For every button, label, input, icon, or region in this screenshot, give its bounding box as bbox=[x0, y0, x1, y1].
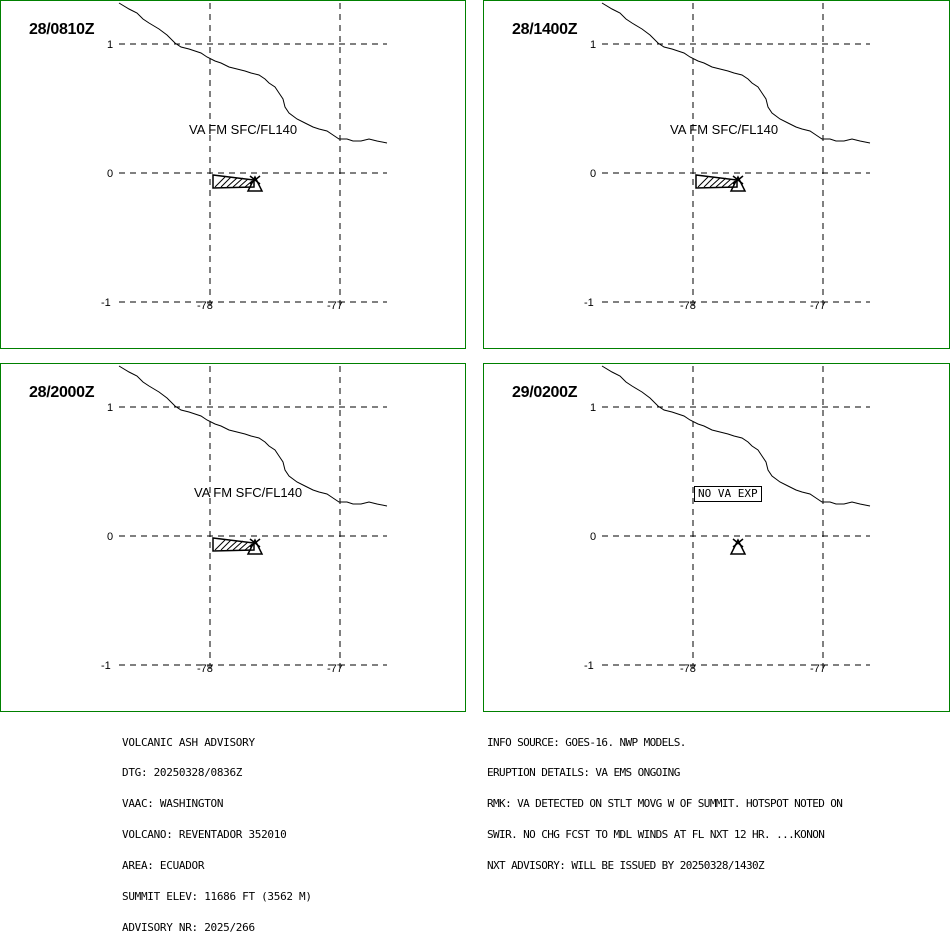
lat-lon-grid bbox=[602, 3, 870, 306]
lat-label-minus1: -1 bbox=[101, 297, 111, 309]
coastline bbox=[118, 365, 388, 507]
advisory-line: NXT ADVISORY: WILL BE ISSUED BY 20250328… bbox=[487, 859, 765, 873]
va-layer-label: VA FM SFC/FL140 bbox=[189, 122, 297, 137]
advisory-line: VOLCANIC ASH ADVISORY bbox=[122, 735, 255, 749]
coastline bbox=[118, 2, 388, 144]
advisory-line: DTG: 20250328/0836Z bbox=[122, 766, 243, 780]
lon-label-minus77: -77 bbox=[327, 300, 343, 312]
panel-time-label: 28/2000Z bbox=[29, 384, 95, 401]
advisory-line: RMK: VA DETECTED ON STLT MOVG W OF SUMMI… bbox=[487, 797, 843, 811]
map-canvas: 1 0 -1 -78 -77 VA FM SFC/FL140 bbox=[584, 2, 871, 312]
map-panel-2: 1 0 -1 -78 -77 VA FM SFC/FL140 28/1400Z bbox=[483, 0, 950, 349]
lon-label-minus77: -77 bbox=[327, 663, 343, 675]
panel-time-label: 28/1400Z bbox=[512, 21, 578, 38]
va-layer-label: VA FM SFC/FL140 bbox=[194, 485, 302, 500]
volcano-icon bbox=[246, 538, 264, 555]
lat-label-1: 1 bbox=[107, 39, 113, 51]
lat-label-1: 1 bbox=[107, 402, 113, 414]
lon-label-minus78: -78 bbox=[197, 300, 213, 312]
advisory-text-right: INFO SOURCE: GOES-16. NWP MODELS. ERUPTI… bbox=[487, 717, 843, 882]
va-layer-label: VA FM SFC/FL140 bbox=[670, 122, 778, 137]
map-canvas: 1 0 -1 -78 -77 bbox=[584, 365, 871, 675]
ash-cloud-polygon bbox=[695, 174, 738, 189]
map-panel-1: 1 0 -1 -78 -77 VA FM SFC/FL140 28/0810Z bbox=[0, 0, 466, 349]
advisory-line: VOLCANO: REVENTADOR 352010 bbox=[122, 828, 287, 842]
lat-lon-grid bbox=[602, 366, 870, 669]
volcano-icon bbox=[729, 175, 747, 192]
lon-label-minus78: -78 bbox=[680, 663, 696, 675]
lat-label-minus1: -1 bbox=[584, 297, 594, 309]
map-panel-4: 1 0 -1 -78 -77 29/0200Z NO VA EXP bbox=[483, 363, 950, 712]
lon-label-minus77: -77 bbox=[810, 663, 826, 675]
lat-label-1: 1 bbox=[590, 402, 596, 414]
lon-label-minus77: -77 bbox=[810, 300, 826, 312]
advisory-line: INFO SOURCE: GOES-16. NWP MODELS. bbox=[487, 735, 686, 749]
lat-label-0: 0 bbox=[107, 531, 113, 543]
advisory-line: AREA: ECUADOR bbox=[122, 859, 205, 873]
volcano-icon bbox=[246, 175, 264, 192]
advisory-line: SUMMIT ELEV: 11686 FT (3562 M) bbox=[122, 890, 312, 904]
ash-cloud-polygon bbox=[212, 174, 255, 189]
advisory-line: ERUPTION DETAILS: VA EMS ONGOING bbox=[487, 766, 680, 780]
lat-lon-grid bbox=[119, 3, 387, 306]
lat-label-0: 0 bbox=[107, 168, 113, 180]
advisory-line: SWIR. NO CHG FCST TO MDL WINDS AT FL NXT… bbox=[487, 828, 825, 842]
map-panel-3: 1 0 -1 -78 -77 VA FM SFC/FL140 28/2000Z bbox=[0, 363, 466, 712]
map-canvas: 1 0 -1 -78 -77 VA FM SFC/FL140 bbox=[101, 2, 388, 312]
lon-label-minus78: -78 bbox=[197, 663, 213, 675]
advisory-line: ADVISORY NR: 2025/266 bbox=[122, 920, 255, 934]
lat-label-minus1: -1 bbox=[584, 660, 594, 672]
lat-label-0: 0 bbox=[590, 531, 596, 543]
volcano-icon bbox=[729, 538, 747, 555]
map-canvas: 1 0 -1 -78 -77 VA FM SFC/FL140 bbox=[101, 365, 388, 675]
lat-label-minus1: -1 bbox=[101, 660, 111, 672]
panel-time-label: 29/0200Z bbox=[512, 384, 578, 401]
panel-time-label: 28/0810Z bbox=[29, 21, 95, 38]
advisory-text-left: VOLCANIC ASH ADVISORY DTG: 20250328/0836… bbox=[122, 717, 312, 944]
coastline bbox=[601, 2, 871, 144]
lon-label-minus78: -78 bbox=[680, 300, 696, 312]
advisory-line: VAAC: WASHINGTON bbox=[122, 797, 224, 811]
lat-label-0: 0 bbox=[590, 168, 596, 180]
lat-lon-grid bbox=[119, 366, 387, 669]
ash-cloud-polygon bbox=[212, 537, 255, 552]
lat-label-1: 1 bbox=[590, 39, 596, 51]
no-va-expected-box: NO VA EXP bbox=[694, 486, 762, 502]
coastline bbox=[601, 365, 871, 507]
